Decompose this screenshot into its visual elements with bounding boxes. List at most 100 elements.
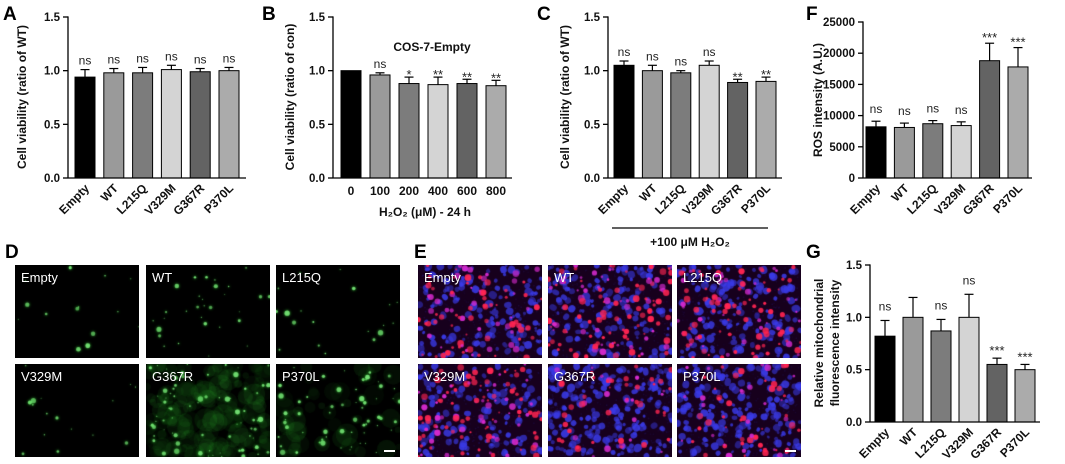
micrograph-tile-empty: Empty xyxy=(15,265,139,358)
panel-letter: E xyxy=(414,242,427,263)
micrograph-label: L215Q xyxy=(282,270,322,285)
bar-l215q xyxy=(922,123,944,179)
significance-label: ns xyxy=(223,51,236,65)
bar-p370l xyxy=(1007,66,1029,179)
panel-letter: B xyxy=(262,4,276,25)
x-tick-label: G367R xyxy=(171,181,208,218)
y-axis-label: ROS intensity (A.U.) xyxy=(811,43,825,157)
y-tick-label: 15000 xyxy=(823,79,855,91)
bar-group-600: ** xyxy=(456,69,478,179)
significance-label: *** xyxy=(1017,349,1032,364)
y-tick-label: 0.0 xyxy=(309,173,325,185)
scale-bar xyxy=(785,450,796,452)
bar-g367r xyxy=(727,81,749,179)
bar-800 xyxy=(485,85,507,179)
bar-group-400: ** xyxy=(427,67,449,179)
micrograph-label: G367R xyxy=(152,369,194,384)
significance-label: ns xyxy=(703,45,716,59)
micrograph-image xyxy=(418,265,542,358)
bar-group-g367r: ns xyxy=(189,53,211,179)
micrograph-tile-g367r: G367R xyxy=(548,364,672,457)
bar-group-l215q: ns xyxy=(670,55,692,179)
x-tick-label: P370L xyxy=(738,181,773,216)
micrograph-tile-wt: WT xyxy=(146,265,270,358)
y-tick-label: 0.0 xyxy=(846,417,862,429)
micrograph-image xyxy=(15,364,139,457)
significance-label: ns xyxy=(674,55,687,69)
micrograph-image xyxy=(677,265,801,358)
y-tick-label: 5000 xyxy=(829,142,855,154)
y-tick-label: 0 xyxy=(849,173,855,185)
y-tick-label: 0.5 xyxy=(44,119,61,131)
micrograph-label: Empty xyxy=(424,270,461,285)
significance-label: ns xyxy=(898,104,911,118)
y-axis-label: fluorescence intensity xyxy=(828,279,842,406)
x-tick-label: P370L xyxy=(201,181,236,216)
panel-c-chart: CnsEmptynsWTnsL215QnsV329M**G367R**P370L… xyxy=(537,4,782,249)
bar-p370l xyxy=(218,70,240,179)
significance-label: ns xyxy=(870,102,883,116)
bar-p370l xyxy=(1014,369,1036,423)
y-tick-label: 20000 xyxy=(823,48,855,60)
bar-wt xyxy=(893,126,915,179)
micrograph-tile-v329m: V329M xyxy=(15,364,139,457)
micrograph-image xyxy=(276,364,400,457)
significance-label: ns xyxy=(935,298,948,312)
x-tick-label: 200 xyxy=(399,184,419,198)
x-axis-label: +100 μM H₂O₂ xyxy=(650,235,730,249)
significance-label: * xyxy=(406,67,411,82)
micrograph-label: P370L xyxy=(282,369,320,384)
bar-group-empty: ns xyxy=(613,45,635,179)
y-tick-label: 0.5 xyxy=(309,119,326,131)
significance-label: ns xyxy=(963,273,976,287)
y-tick-label: 1.5 xyxy=(584,12,601,24)
bar-group-g367r: *** xyxy=(979,30,1001,179)
significance-label: *** xyxy=(1010,35,1025,50)
micrograph-tile-p370l: P370L xyxy=(677,364,801,457)
x-tick-label: WT xyxy=(98,181,122,205)
bar-wt xyxy=(103,72,125,179)
bar-group-v329m: ns xyxy=(958,273,980,423)
x-tick-label: P370L xyxy=(990,181,1025,216)
y-tick-label: 1.5 xyxy=(846,260,863,272)
micrograph-image xyxy=(15,265,139,358)
micrograph-label: V329M xyxy=(424,369,466,384)
bar-group-v329m: ns xyxy=(950,103,972,179)
significance-label: *** xyxy=(982,30,997,45)
significance-label: ** xyxy=(761,67,771,82)
y-tick-label: 1.0 xyxy=(846,312,862,324)
y-axis-label: Cell viability (ratio of WT) xyxy=(558,25,572,169)
y-axis-label: Relative mitochondrial xyxy=(812,279,826,408)
bar-g367r xyxy=(189,71,211,179)
bar-group-wt: ns xyxy=(641,49,663,179)
bar-200 xyxy=(398,83,420,179)
x-tick-label: V329M xyxy=(680,181,717,218)
micrograph-label: G367R xyxy=(554,369,596,384)
bar-v329m xyxy=(950,125,972,179)
micrograph-tile-p370l: P370L xyxy=(276,364,400,457)
bar-group-p370l: *** xyxy=(1007,35,1029,179)
micrograph-tile-wt: WT xyxy=(548,265,672,358)
panel-letter: A xyxy=(3,4,17,25)
scale-bar xyxy=(384,450,395,452)
bar-v329m xyxy=(160,69,182,179)
bar-empty xyxy=(865,126,887,179)
significance-label: *** xyxy=(989,343,1004,358)
bar-group-p370l: ** xyxy=(755,67,777,179)
y-axis-label: Cell viability (ratio of con) xyxy=(283,24,297,171)
x-tick-label: Empty xyxy=(56,181,92,217)
micrograph-tile-g367r: G367R xyxy=(146,364,270,457)
bar-group-100: ns xyxy=(369,57,391,179)
micrograph-tile-l215q: L215Q xyxy=(276,265,400,358)
panel-letter: F xyxy=(806,4,818,25)
y-tick-label: 0.0 xyxy=(44,173,60,185)
bar-group-wt: ns xyxy=(893,104,915,179)
micrograph-label: L215Q xyxy=(683,270,723,285)
bar-empty xyxy=(74,76,96,179)
significance-label: ns xyxy=(107,53,120,67)
bar-l215q xyxy=(670,72,692,179)
panel-a-chart: AnsEmptynsWTnsL215QnsV329MnsG367RnsP370L… xyxy=(3,4,246,218)
micrograph-label: WT xyxy=(152,270,173,285)
x-tick-label: 600 xyxy=(457,184,477,198)
